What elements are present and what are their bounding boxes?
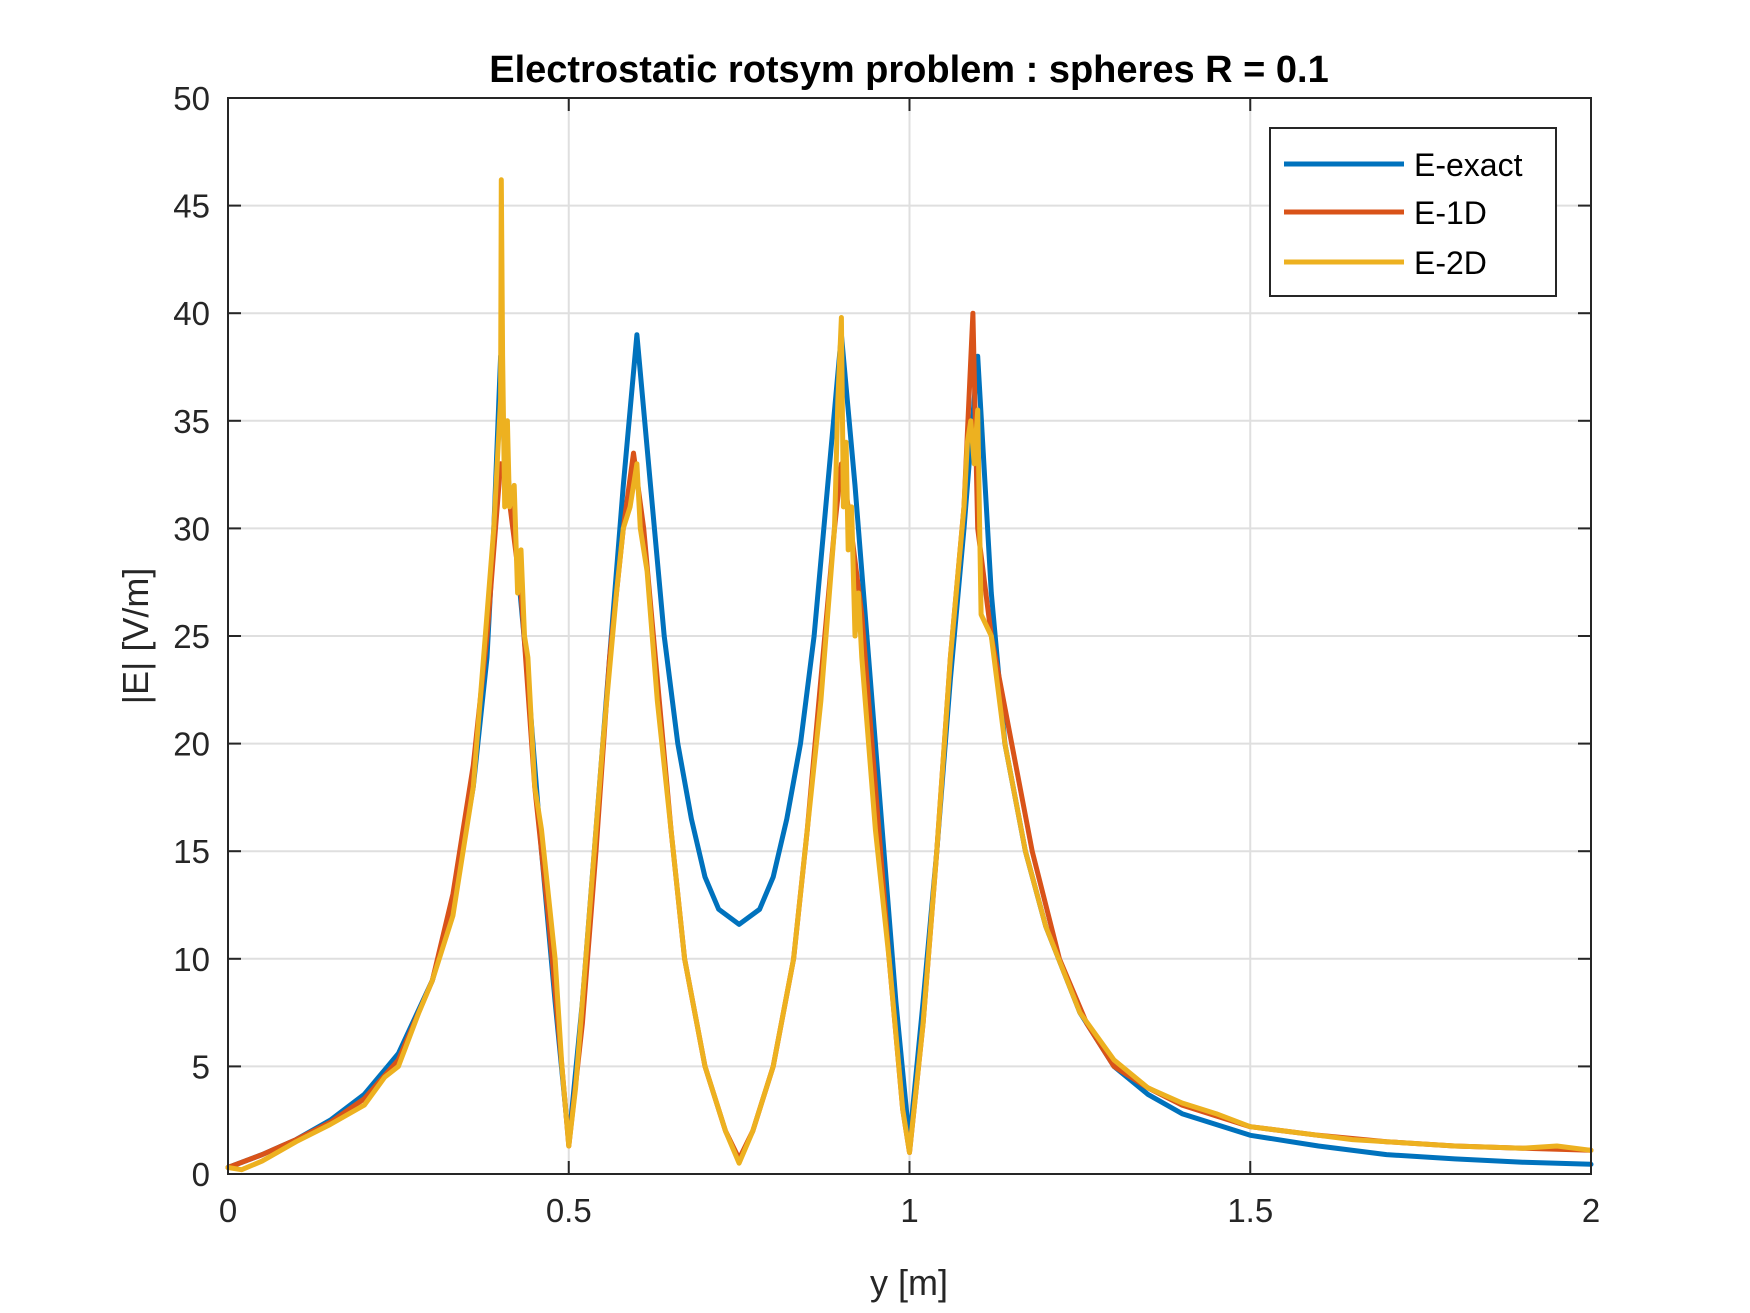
series-line-e-2d [225,177,1594,1173]
y-tick-label: 50 [173,80,210,117]
y-tick-label: 15 [173,833,210,870]
x-tick-label: 1 [900,1192,918,1229]
x-axis-title: y [m] [870,1262,948,1303]
series-layer [225,177,1594,1173]
legend-label-e-2d: E-2D [1414,245,1487,281]
y-tick-label: 30 [173,510,210,547]
x-tick-label: 2 [1582,1192,1600,1229]
legend-item-e-exact: E-exact [1284,147,1523,183]
x-tick-label: 0.5 [546,1192,592,1229]
y-tick-label: 5 [192,1048,210,1085]
x-tick-label: 0 [219,1192,237,1229]
y-tick-label: 40 [173,295,210,332]
legend-item-e-1d: E-1D [1284,195,1487,231]
y-tick-label: 45 [173,188,210,225]
y-tick-label: 10 [173,941,210,978]
y-tick-label: 0 [192,1156,210,1193]
x-tick-label: 1.5 [1227,1192,1273,1229]
chart-title: Electrostatic rotsym problem : spheres R… [489,49,1328,91]
legend-label-e-1d: E-1D [1414,195,1487,231]
y-axis-title: |E| [V/m] [115,568,156,705]
y-tick-label: 35 [173,403,210,440]
legend: E-exact E-1D E-2D [1269,127,1557,297]
legend-label-e-exact: E-exact [1414,147,1523,183]
legend-item-e-2d: E-2D [1284,245,1487,281]
y-tick-label: 20 [173,726,210,763]
y-tick-label: 25 [173,618,210,655]
